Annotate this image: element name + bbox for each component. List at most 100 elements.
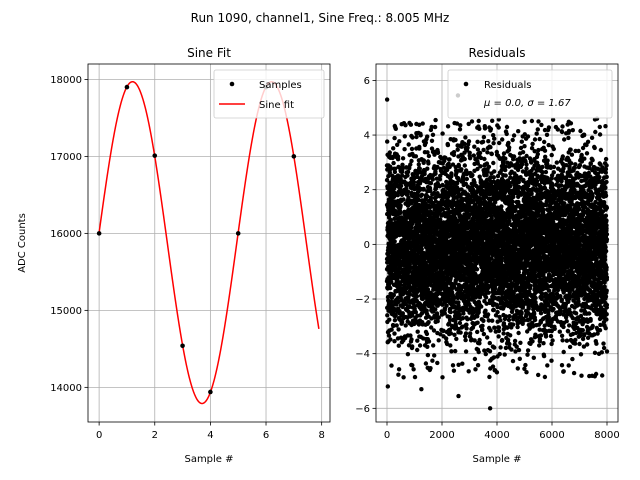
residual-point — [428, 366, 433, 371]
residual-point — [485, 312, 491, 317]
residual-point — [477, 126, 482, 131]
residual-point — [485, 169, 490, 174]
residual-point — [503, 156, 508, 161]
residual-point — [448, 343, 453, 348]
residual-point — [511, 154, 517, 159]
y-tick-label: 16000 — [50, 229, 82, 240]
residual-point — [481, 318, 486, 323]
residual-point — [411, 367, 416, 372]
residual-point — [449, 171, 454, 176]
residual-point — [408, 122, 414, 127]
residual-point — [420, 121, 425, 126]
residual-point — [388, 285, 393, 291]
sine-fit-line — [98, 80, 320, 405]
residual-point — [500, 337, 505, 343]
residual-point — [510, 199, 515, 204]
residual-point — [415, 347, 420, 353]
residual-point — [467, 150, 472, 155]
x-tick-label: 2 — [152, 430, 158, 441]
residual-point — [407, 166, 412, 171]
residual-point — [433, 117, 438, 123]
residual-point — [425, 194, 430, 199]
residual-point — [411, 179, 417, 185]
residual-point — [507, 145, 512, 150]
residual-point — [438, 217, 443, 222]
residual-point — [418, 170, 424, 175]
sample-point — [180, 343, 185, 349]
residual-point — [429, 138, 435, 143]
residual-point — [462, 141, 467, 146]
residual-point — [385, 313, 390, 318]
residual-point — [509, 347, 514, 352]
residual-point — [424, 331, 430, 337]
residual-point — [489, 151, 494, 157]
sample-point — [208, 389, 213, 395]
residual-point — [428, 181, 434, 186]
residual-point — [452, 332, 457, 337]
residual-point — [402, 134, 407, 139]
residual-point — [435, 360, 440, 366]
residual-point — [405, 173, 410, 178]
residual-point — [499, 204, 504, 209]
sine-fit-ylabel: ADC Counts — [17, 213, 28, 273]
residual-point — [453, 348, 458, 354]
residual-point — [517, 356, 522, 361]
residual-point — [395, 154, 401, 159]
residual-point — [410, 344, 415, 349]
residual-point — [510, 137, 515, 143]
residual-point — [392, 166, 398, 171]
residual-point — [419, 246, 424, 252]
residual-point — [433, 171, 438, 176]
residual-point — [481, 147, 486, 153]
residual-point — [492, 345, 497, 350]
residual-point — [415, 338, 420, 343]
residual-point — [418, 133, 423, 138]
residual-point — [398, 183, 404, 189]
residual-point — [463, 337, 468, 343]
residual-point — [428, 188, 433, 194]
sine-fit-frame — [87, 63, 331, 423]
residual-point — [467, 156, 473, 161]
residual-point — [429, 146, 435, 151]
residual-point — [458, 330, 463, 335]
residual-point — [421, 158, 427, 163]
residual-point — [498, 318, 503, 323]
residual-point — [431, 343, 436, 348]
residuals-title: Residuals — [469, 46, 526, 60]
residual-point — [389, 327, 394, 332]
residual-point — [450, 363, 456, 368]
residual-point — [464, 176, 469, 182]
residual-point — [477, 150, 483, 156]
residual-point — [390, 173, 395, 178]
residual-point — [464, 326, 469, 331]
residual-point — [453, 137, 458, 143]
residual-point — [429, 325, 434, 330]
residual-point — [462, 156, 467, 162]
residual-point — [400, 167, 405, 172]
residual-point — [475, 363, 481, 368]
residual-point — [398, 203, 403, 208]
residual-point — [449, 349, 454, 354]
residual-point — [475, 139, 480, 144]
residual-point — [492, 286, 498, 291]
residual-point — [414, 294, 420, 299]
residual-point — [491, 160, 496, 166]
residual-point — [426, 339, 432, 344]
sample-point — [235, 231, 241, 236]
residual-point — [504, 124, 510, 130]
residual-point — [416, 162, 421, 167]
residual-point — [506, 317, 512, 323]
residual-point — [482, 156, 487, 162]
sine-fit-xlabel: Sample # — [184, 454, 233, 465]
residual-point — [458, 123, 463, 128]
residual-point — [392, 318, 398, 323]
residual-point — [423, 140, 428, 145]
residual-point — [463, 331, 469, 336]
sample-point — [124, 84, 130, 90]
residual-point — [432, 124, 438, 130]
sine-fit-plot: Sine Fit 0 2 4 6 81400015000160001700018000 … — [17, 46, 331, 465]
residual-point — [389, 279, 394, 284]
residual-point — [432, 353, 437, 358]
